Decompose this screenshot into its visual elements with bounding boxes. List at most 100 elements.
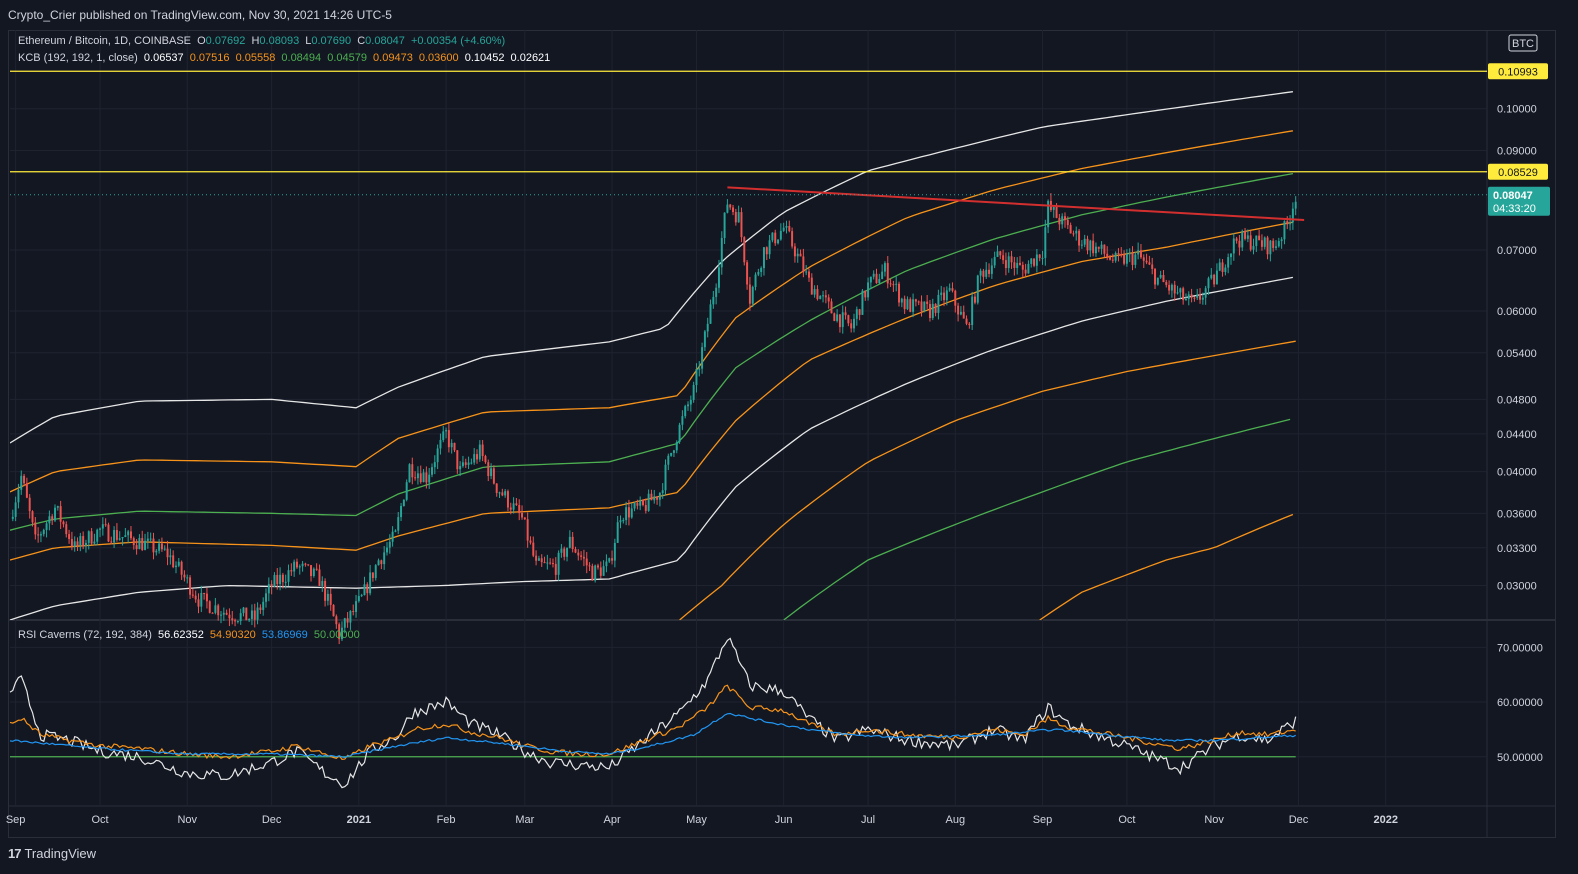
candle-body <box>619 520 622 523</box>
candle-body <box>903 298 906 310</box>
candle <box>211 612 214 614</box>
candle <box>684 404 687 419</box>
tradingview-logo-icon: 17 <box>8 845 22 861</box>
candle-body <box>307 564 310 566</box>
candle-body <box>962 311 965 319</box>
symbol-title: Ethereum / Bitcoin, 1D, COINBASE <box>18 35 192 47</box>
candle <box>1097 246 1100 253</box>
price-tick-label: 0.03000 <box>1497 581 1537 593</box>
tradingview-brand[interactable]: TradingView <box>24 845 97 861</box>
candle-body <box>830 301 833 314</box>
candle-body <box>1258 235 1261 241</box>
candle <box>25 477 28 499</box>
candle <box>1258 229 1261 241</box>
candle <box>93 533 96 546</box>
candle <box>127 529 130 543</box>
price-tick-label: 0.10000 <box>1497 104 1537 116</box>
candle-body <box>155 550 158 553</box>
candle-body <box>717 267 720 288</box>
candle <box>400 502 403 522</box>
candle-body <box>563 548 566 557</box>
candle-body <box>121 536 124 539</box>
candle-body <box>1193 297 1196 299</box>
candle <box>343 617 346 634</box>
candle-body <box>765 247 768 255</box>
candle-body <box>883 263 886 272</box>
candle <box>498 491 501 499</box>
price-tick-label: 0.04400 <box>1497 429 1537 441</box>
candle <box>428 467 431 489</box>
candle <box>1168 280 1171 295</box>
candle-body <box>923 301 926 312</box>
rsi-series-line <box>9 684 1296 761</box>
candle <box>549 558 552 565</box>
candle-body <box>343 618 346 628</box>
candle <box>329 588 332 611</box>
candle <box>805 264 808 276</box>
candle-body <box>478 444 481 460</box>
candle-body <box>419 473 422 483</box>
candle-body <box>945 290 948 301</box>
candle <box>774 229 777 246</box>
candle <box>1213 273 1216 288</box>
candle <box>51 514 54 525</box>
candle-body <box>371 572 374 578</box>
candle <box>408 463 411 483</box>
candle-body <box>87 531 90 543</box>
candle <box>943 287 946 307</box>
candle <box>391 526 394 547</box>
last-price-label: 0.08047 <box>1493 190 1533 202</box>
candle-body <box>526 519 529 541</box>
kcb-value: 0.05558 <box>235 52 276 64</box>
candle-body <box>391 531 394 542</box>
candle-body <box>329 593 332 605</box>
candle-body <box>529 540 532 543</box>
candle <box>723 212 726 245</box>
candle <box>326 589 329 606</box>
candle <box>937 289 940 320</box>
candle <box>371 572 374 582</box>
candle-body <box>363 584 366 596</box>
candle <box>526 512 529 548</box>
candle-body <box>456 450 459 470</box>
kcb-value: 0.02621 <box>510 52 551 64</box>
candle <box>855 306 858 326</box>
candle-body <box>1035 254 1038 266</box>
candle-body <box>127 531 130 536</box>
low-value: 0.07690 <box>311 35 352 47</box>
candle-body <box>225 612 228 615</box>
candle <box>236 620 239 624</box>
candle-body <box>757 271 760 275</box>
candle-body <box>1235 238 1238 241</box>
axes: 0.10000 0.09000 0.07000 0.06000 0.05400 0.048… <box>6 34 1543 826</box>
candle <box>1170 283 1173 298</box>
candle <box>422 469 425 483</box>
candle-body <box>979 270 982 276</box>
candle-body <box>627 507 630 518</box>
candle <box>762 246 765 276</box>
candle <box>225 609 228 616</box>
candle-body <box>1272 240 1275 248</box>
candle <box>304 562 307 567</box>
candle-body <box>875 273 878 284</box>
candle <box>737 205 740 223</box>
candle <box>259 604 262 614</box>
candle-body <box>377 560 380 566</box>
candle-body <box>551 563 554 565</box>
candle-body <box>639 500 642 506</box>
candle-body <box>39 534 42 536</box>
candle <box>529 536 532 545</box>
rsi-tick-label: 60.00000 <box>1497 697 1543 709</box>
candle-body <box>115 530 118 540</box>
candle-body <box>802 256 805 272</box>
candle <box>1123 250 1126 266</box>
candle <box>996 245 999 257</box>
candle-body <box>872 273 875 277</box>
candle <box>39 531 42 543</box>
candle-body <box>560 548 563 553</box>
candle <box>377 558 380 566</box>
candle-body <box>490 468 493 477</box>
time-tick-label: Aug <box>945 814 965 826</box>
candle-body <box>864 290 867 298</box>
